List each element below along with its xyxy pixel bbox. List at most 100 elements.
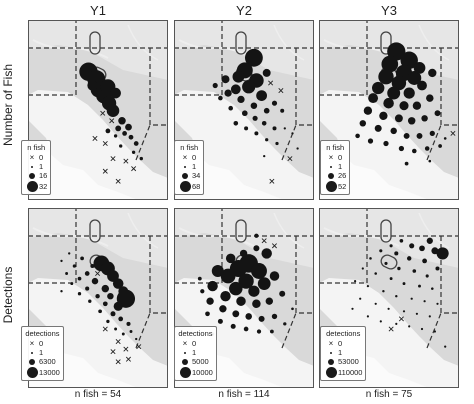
legend-label: 1 [192,162,197,171]
data-point [391,75,407,91]
data-point [422,258,427,264]
data-point [254,131,259,136]
zero-marker-icon: × [29,338,35,348]
data-point [217,318,223,324]
data-point [242,80,256,94]
data-point [85,286,90,291]
zero-marker [102,168,108,174]
data-point [434,110,441,117]
panel-frame [28,208,168,388]
data-point [105,128,111,134]
data-point [410,297,413,300]
data-point [257,277,271,290]
river-line [127,212,159,249]
closure-area-outline [380,31,392,55]
zero-marker [287,156,293,162]
river-line [418,24,450,61]
data-point [283,322,287,326]
legend-label: 0 [338,153,343,162]
legend-entry: 1 [324,162,346,171]
data-point [423,300,426,303]
data-point [256,329,262,334]
data-point [426,94,434,102]
dot-icon [29,172,35,179]
data-point [420,327,424,331]
zero-marker [95,271,101,277]
data-point [239,249,248,258]
data-point [415,312,418,315]
zero-marker [100,110,106,116]
boundary-line [440,48,459,126]
dot-icon [26,366,38,378]
boundary-line [319,208,368,284]
data-point [428,315,431,318]
data-point [125,123,132,131]
zero-marker [268,80,274,86]
legend-title: n fish [326,143,345,152]
data-point [95,294,100,299]
data-point [107,292,114,300]
data-point [378,69,394,85]
column-title-y3: Y3 [381,3,397,18]
zero-marker [102,326,108,332]
legend-detections-y2: detections × 0 1 5000 10000 [174,326,217,381]
dot-icon [325,180,337,192]
data-point [70,282,74,286]
data-point [424,146,430,151]
zero-marker [271,243,277,249]
legend-entry: 1 [25,162,47,171]
data-point [383,97,394,109]
legend-detections-y1: detections × 0 1 6300 13000 [21,326,64,381]
dot-icon [184,351,186,354]
data-point [248,285,260,297]
data-point [389,244,393,248]
data-point [250,102,258,109]
data-point [368,93,379,104]
data-point [435,266,440,271]
legend-label: 1 [338,348,343,357]
panel-frame [174,20,314,200]
legend-label: 110000 [338,367,363,377]
data-point [241,110,248,117]
data-point [387,86,401,100]
data-point [390,127,397,135]
data-point [426,237,433,244]
legend-entry: × 0 [178,339,213,348]
data-point [436,302,439,305]
legend-nfish-y1: n fish × 0 1 16 32 [21,140,52,195]
dot-icon [184,165,186,168]
data-point [91,277,99,285]
data-point [387,307,390,310]
data-point [272,126,277,131]
row-title-number-of-fish: Number of Fish [1,63,15,147]
zero-marker [261,238,267,244]
data-point [374,272,377,275]
data-point [253,245,260,252]
data-point [382,289,385,293]
legend-entry: 16 [25,171,47,180]
legend-title: detections [178,329,213,338]
dot-icon [179,180,191,192]
legend-label: 10000 [192,367,213,377]
data-point [261,121,267,126]
dot-icon [182,358,188,365]
legend-entry: 1 [25,348,60,357]
data-point [438,144,442,148]
zero-marker [123,158,129,164]
data-point [379,111,388,120]
legend-label: 5000 [192,357,209,366]
data-point [230,84,241,95]
panel-frame [319,20,459,200]
data-point [275,141,279,146]
data-point [412,269,417,273]
data-point [354,280,357,283]
zero-marker [131,166,137,172]
legend-label: 53000 [338,357,359,366]
legend-label: 6300 [39,357,56,366]
legend-entry: × 0 [178,153,200,162]
dot-icon [31,165,33,168]
legend-label: 32 [39,181,48,191]
data-point [283,127,286,130]
data-point [225,253,236,264]
data-point [425,274,429,278]
